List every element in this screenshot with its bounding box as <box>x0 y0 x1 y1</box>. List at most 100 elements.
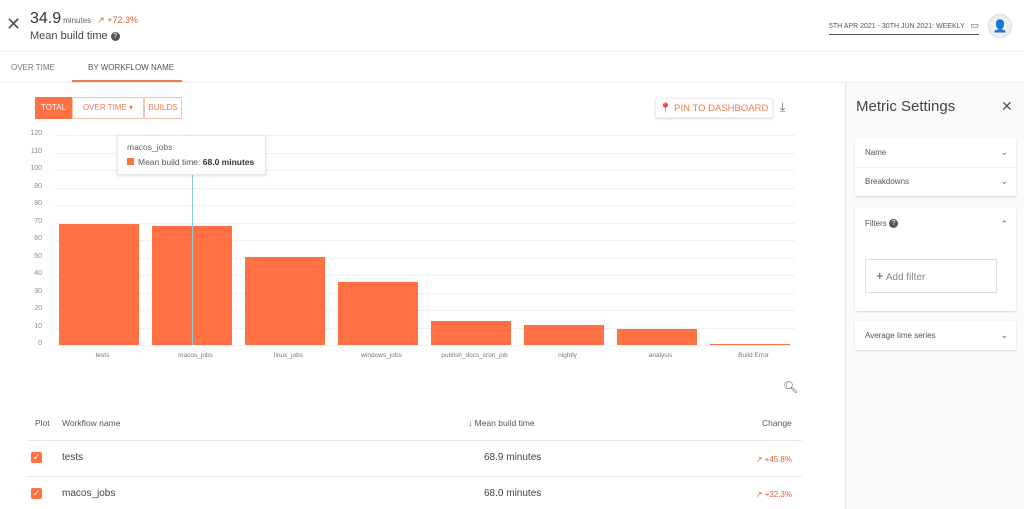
y-tick-label: 60 <box>34 235 42 242</box>
gridline <box>55 205 795 206</box>
trend-up-icon: ↗ <box>755 455 765 464</box>
y-tick-label: 110 <box>30 147 42 155</box>
y-tick-label: 20 <box>34 305 42 312</box>
panel-title: Metric Settings <box>856 98 956 115</box>
metric-value: 34.9 <box>30 10 62 27</box>
y-tick-label: 10 <box>34 322 42 330</box>
metric-summary: 34.9 minutes ↗ +72.3% <box>30 10 138 28</box>
search-icon[interactable]: 🔍︎ <box>783 380 799 394</box>
tab-bar: OVER TIME BY WORKFLOW NAME <box>0 53 1024 83</box>
col-change[interactable]: Change <box>762 418 792 428</box>
col-mean-build-time[interactable]: ↓ Mean build time <box>468 418 535 428</box>
chevron-down-icon[interactable]: ⌄ <box>1000 176 1008 186</box>
x-tick-label: analysis <box>648 352 673 359</box>
active-tab-indicator <box>72 80 182 82</box>
y-tick-label: 0 <box>38 340 42 347</box>
plot-checkbox[interactable]: ✓ <box>31 488 42 499</box>
section-breakdowns[interactable]: Breakdowns <box>865 177 910 186</box>
help-icon[interactable]: ? <box>110 31 120 41</box>
close-icon[interactable]: ✕ <box>1001 98 1013 114</box>
divider <box>855 167 1016 168</box>
plot-checkbox[interactable]: ✓ <box>31 452 42 463</box>
bar[interactable] <box>59 224 139 345</box>
row-name: macos_jobs <box>62 488 116 499</box>
tooltip-value-row: Mean build time: 68.0 minutes <box>127 157 254 167</box>
add-filter-button[interactable]: + Add filter <box>865 259 997 293</box>
chevron-up-icon[interactable]: ⌃ <box>1000 219 1008 229</box>
row-value: 68.9 minutes <box>484 452 542 463</box>
trend-up-icon: ↗ <box>755 490 765 499</box>
trend-up-icon: ↗ <box>97 15 108 25</box>
series-swatch <box>127 158 134 165</box>
settings-card: Name ⌄ Breakdowns ⌄ <box>855 138 1016 196</box>
bar[interactable] <box>338 282 418 345</box>
row-name: tests <box>62 452 84 463</box>
x-tick-label: nightly <box>558 352 577 359</box>
divider <box>28 440 802 441</box>
avatar[interactable]: 👤 <box>988 14 1012 38</box>
download-icon[interactable]: ⤓ <box>780 100 786 114</box>
gridline <box>55 345 795 346</box>
gridline <box>55 187 795 189</box>
y-tick-label: 90 <box>34 182 42 190</box>
divider <box>28 476 802 477</box>
metric-change: ↗ +72.3% <box>97 15 138 25</box>
caret-down-icon: ▾ <box>129 103 134 112</box>
col-plot: Plot <box>35 418 50 428</box>
segment-total[interactable]: TOTAL <box>35 97 72 119</box>
calendar-icon: ▭ <box>970 20 979 30</box>
bar[interactable] <box>524 325 604 345</box>
y-tick-label: 50 <box>34 252 42 260</box>
hover-cursor-line <box>192 160 193 345</box>
segment-over-time[interactable]: OVER TIME ▾ <box>72 97 144 119</box>
close-icon[interactable]: ✕ <box>6 14 22 34</box>
chart-tooltip: macos_jobs Mean build time: 68.0 minutes <box>117 135 266 175</box>
tab-by-workflow-name[interactable]: BY WORKFLOW NAME <box>88 63 175 72</box>
y-tick-label: 70 <box>34 217 42 225</box>
settings-card: Average time series ⌄ <box>855 321 1016 350</box>
y-tick-label: 30 <box>34 287 42 295</box>
gridline <box>55 257 795 259</box>
bar[interactable] <box>431 321 511 345</box>
row-value: 68.0 minutes <box>484 488 542 499</box>
gridline <box>55 292 795 294</box>
pin-icon: 📍 <box>659 103 672 114</box>
y-tick-label: 40 <box>34 270 42 277</box>
pin-to-dashboard-button[interactable]: 📍 PIN TO DASHBOARD <box>655 98 773 118</box>
segment-builds[interactable]: BUILDS <box>144 97 182 119</box>
section-name[interactable]: Name <box>865 148 887 157</box>
tab-over-time[interactable]: OVER TIME <box>11 63 55 72</box>
gridline <box>55 135 795 136</box>
x-tick-label: Build Error <box>738 352 769 359</box>
x-tick-label: windows_jobs <box>361 352 402 359</box>
bar[interactable] <box>617 329 697 345</box>
plus-icon: + <box>876 268 884 283</box>
gridline <box>55 275 795 276</box>
section-average-time-series[interactable]: Average time series <box>865 331 936 340</box>
chevron-down-icon[interactable]: ⌄ <box>1000 330 1008 340</box>
date-range-picker[interactable]: 5TH APR 2021 - 30TH JUN 2021: WEEKLY ▭ <box>829 20 979 35</box>
panel-divider <box>845 83 846 509</box>
tooltip-title: macos_jobs <box>127 142 173 152</box>
y-tick-label: 120 <box>30 130 42 137</box>
x-tick-label: linux_jobs <box>274 352 303 359</box>
metric-unit: minutes <box>63 16 92 25</box>
x-tick-label: macos_jobs <box>178 352 213 359</box>
y-tick-label: 80 <box>34 200 42 207</box>
bar[interactable] <box>245 257 325 345</box>
bar[interactable] <box>710 343 790 345</box>
row-change: ↗ +32.3% <box>755 490 792 499</box>
section-filters[interactable]: Filters ? <box>865 219 899 229</box>
col-workflow-name[interactable]: Workflow name <box>62 418 121 428</box>
gridline <box>55 327 795 329</box>
gridline <box>55 222 795 224</box>
gridline <box>55 152 795 154</box>
help-icon[interactable]: ? <box>889 219 899 229</box>
y-tick-label: 100 <box>30 165 42 172</box>
metric-name: Mean build time ? <box>30 30 120 42</box>
chevron-down-icon[interactable]: ⌄ <box>1000 147 1008 157</box>
header <box>0 0 1024 52</box>
x-tick-label: tests <box>95 352 110 359</box>
x-tick-label: publish_docs_cron_job <box>441 352 508 359</box>
gridline <box>55 170 795 171</box>
